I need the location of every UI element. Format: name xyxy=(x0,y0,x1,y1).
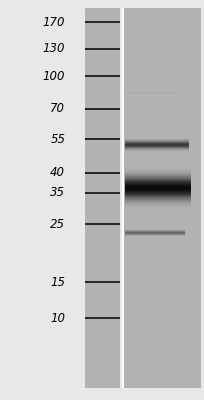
Bar xyxy=(125,182,191,183)
Bar xyxy=(125,203,191,204)
Bar xyxy=(125,195,191,196)
Bar xyxy=(125,168,191,169)
Bar xyxy=(125,191,191,192)
Text: 100: 100 xyxy=(43,70,65,82)
Bar xyxy=(125,180,191,181)
Bar xyxy=(125,176,191,177)
Text: 170: 170 xyxy=(43,16,65,28)
Text: 10: 10 xyxy=(50,312,65,324)
Bar xyxy=(125,171,191,172)
Bar xyxy=(125,201,191,202)
Bar xyxy=(125,173,191,174)
Text: 70: 70 xyxy=(50,102,65,115)
Bar xyxy=(125,199,191,200)
Bar xyxy=(123,8,201,388)
Text: 55: 55 xyxy=(50,133,65,146)
Bar xyxy=(125,205,191,206)
Bar xyxy=(125,175,191,176)
Bar xyxy=(125,183,191,184)
Bar xyxy=(125,207,191,208)
Bar xyxy=(125,204,191,205)
Bar xyxy=(125,166,191,167)
Bar xyxy=(125,188,191,189)
Bar xyxy=(125,178,191,179)
Text: 40: 40 xyxy=(50,166,65,179)
Bar xyxy=(125,181,191,182)
Bar xyxy=(125,208,191,209)
Bar xyxy=(125,202,191,203)
Bar xyxy=(122,8,124,388)
Bar xyxy=(125,184,191,185)
Bar xyxy=(125,187,191,188)
Bar xyxy=(125,189,191,190)
Bar xyxy=(125,186,191,187)
Bar xyxy=(125,200,191,201)
Bar xyxy=(125,197,191,198)
Text: 15: 15 xyxy=(50,276,65,288)
Bar xyxy=(125,209,191,210)
Bar xyxy=(125,179,191,180)
Bar xyxy=(85,8,120,388)
Bar xyxy=(125,174,191,175)
Bar xyxy=(125,167,191,168)
Bar xyxy=(125,177,191,178)
Bar xyxy=(125,193,191,194)
Bar xyxy=(125,169,191,170)
Text: 130: 130 xyxy=(43,42,65,55)
Bar xyxy=(125,198,191,199)
Bar xyxy=(125,190,191,191)
Bar xyxy=(125,206,191,207)
Bar xyxy=(125,192,191,193)
Bar xyxy=(125,185,191,186)
Bar xyxy=(125,172,191,173)
Bar xyxy=(125,170,191,171)
Bar xyxy=(125,194,191,195)
Text: 35: 35 xyxy=(50,186,65,199)
Text: 25: 25 xyxy=(50,218,65,230)
Bar xyxy=(125,181,191,182)
Bar xyxy=(125,196,191,197)
